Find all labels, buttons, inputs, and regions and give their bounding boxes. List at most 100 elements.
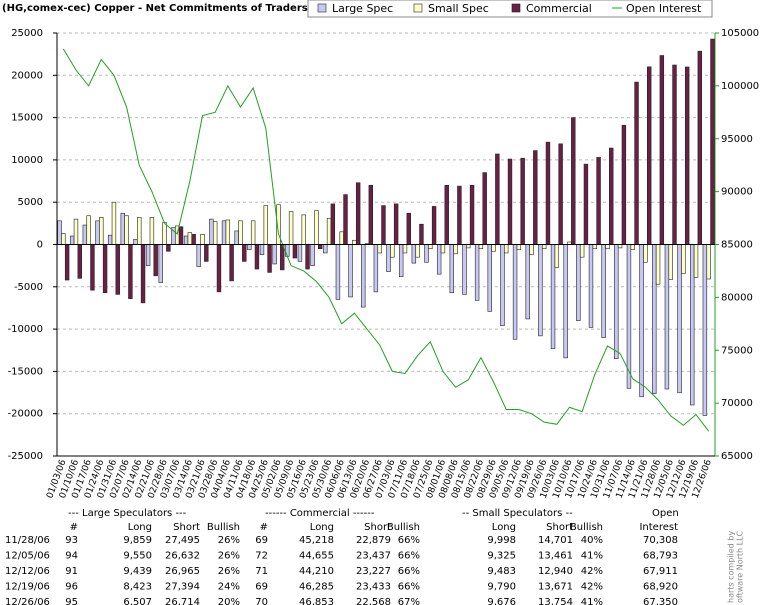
bar	[242, 244, 247, 262]
bar	[250, 220, 256, 245]
bar	[178, 226, 184, 245]
legend-swatch	[511, 3, 521, 13]
table-cell: 70,308	[643, 535, 678, 546]
table-cell: 9,676	[487, 597, 516, 605]
y-tick-label: -20000	[8, 409, 43, 420]
bar	[254, 244, 260, 270]
bar	[82, 224, 88, 245]
bar	[690, 244, 695, 406]
bar	[398, 244, 404, 277]
y2-tick-label: 65000	[721, 451, 753, 462]
y2-tick-label: 75000	[721, 345, 753, 356]
bar	[196, 244, 201, 267]
bar	[124, 215, 129, 245]
bar	[238, 220, 243, 245]
y-tick-label: -10000	[8, 324, 43, 335]
y2-tick-label: 100000	[721, 81, 759, 92]
line	[62, 48, 710, 432]
bar	[529, 244, 534, 255]
bar	[655, 244, 661, 285]
table-cell: 23,433	[356, 582, 391, 593]
table-cell: 26%	[218, 535, 240, 546]
table-cell: 96	[65, 582, 78, 593]
legend-label: Commercial	[526, 2, 592, 15]
y-tick-label: 0	[37, 240, 43, 251]
y2-tick-label: 70000	[721, 398, 753, 409]
bar	[538, 244, 543, 337]
bar	[128, 244, 133, 299]
bar	[323, 244, 328, 254]
table-cell: 14,701	[538, 535, 573, 546]
bar	[457, 185, 462, 245]
table-column-header: Bullish	[207, 522, 240, 533]
bar	[73, 218, 79, 245]
bar	[373, 244, 379, 293]
bar	[64, 244, 70, 281]
bar	[355, 182, 361, 245]
bar	[162, 222, 167, 245]
bar	[377, 244, 382, 254]
bar	[431, 206, 437, 245]
bar	[57, 220, 62, 245]
bar	[474, 244, 480, 301]
bar	[145, 244, 151, 266]
table-cell: 12/26/06	[5, 597, 50, 605]
table-cell: 12/12/06	[5, 566, 50, 577]
bar	[621, 124, 627, 245]
legend-swatch	[413, 3, 423, 13]
table-cell: 12,940	[538, 566, 573, 577]
table-group-header: Open	[652, 508, 679, 519]
bar	[69, 235, 75, 245]
bar	[664, 244, 670, 390]
bar	[292, 244, 298, 259]
bar	[652, 244, 657, 395]
bar	[706, 244, 711, 280]
bar	[626, 244, 632, 389]
bar	[643, 244, 648, 263]
table-cell: 44,210	[299, 566, 334, 577]
bar	[314, 210, 319, 245]
table-column-header: Short	[364, 522, 391, 533]
legend-label: Open Interest	[626, 2, 702, 15]
table-column-header: Bullish	[387, 522, 420, 533]
bar	[558, 143, 563, 245]
table-cell: 69	[255, 535, 268, 546]
bar	[107, 234, 113, 245]
bar	[272, 244, 277, 265]
bar	[469, 184, 475, 245]
y-tick-label: 20000	[11, 70, 43, 81]
table-cell: 26%	[218, 566, 240, 577]
table-cell: 45,218	[299, 535, 334, 546]
bar	[482, 172, 487, 245]
bar	[209, 218, 214, 245]
bar	[507, 158, 513, 245]
bar	[326, 217, 332, 245]
bar	[684, 66, 690, 245]
bar	[187, 232, 193, 245]
bar	[634, 81, 639, 245]
y-tick-label: -5000	[14, 282, 43, 293]
bar	[659, 55, 665, 245]
table-cell: 9,859	[123, 535, 152, 546]
table-cell: 27,394	[165, 582, 200, 593]
bar	[588, 244, 594, 328]
bar	[415, 244, 420, 258]
bar	[183, 235, 189, 245]
bar	[647, 66, 652, 245]
bar	[541, 244, 547, 250]
table-cell: 23,437	[356, 551, 391, 562]
bar	[495, 153, 500, 245]
table-cell: 44,655	[299, 551, 334, 562]
bar	[453, 244, 458, 255]
bar	[487, 244, 492, 312]
table-cell: 95	[65, 597, 78, 605]
bar	[614, 244, 619, 360]
table-cell: 22,879	[356, 535, 391, 546]
bar	[617, 244, 623, 249]
bar	[221, 220, 227, 245]
table-cell: 46,853	[299, 597, 334, 605]
table-cell: 9,790	[487, 582, 516, 593]
y-tick-label: 25000	[11, 28, 43, 39]
bar	[95, 220, 100, 245]
